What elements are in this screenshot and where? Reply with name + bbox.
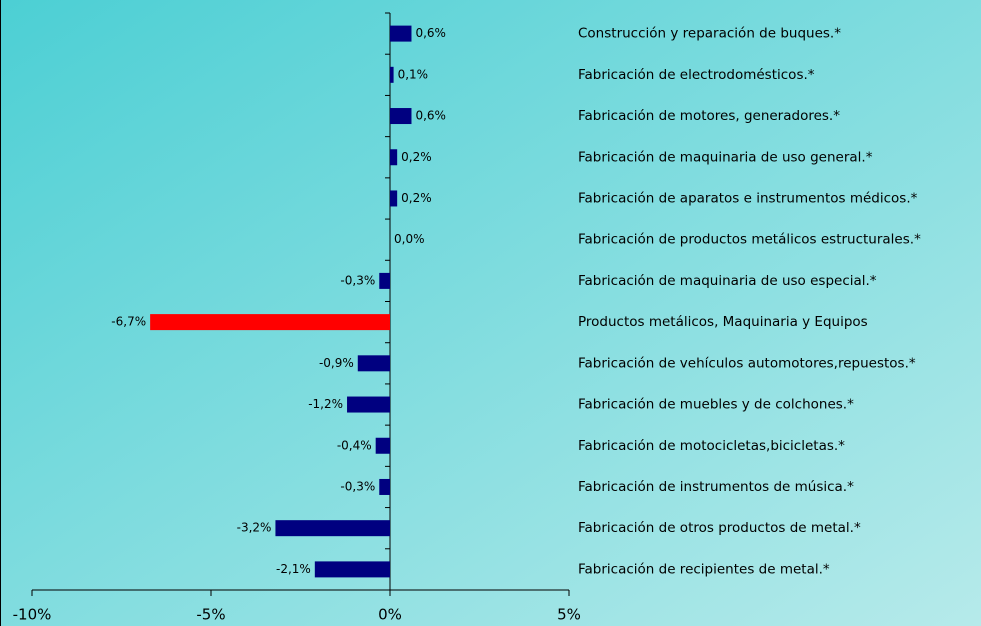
bar xyxy=(150,314,390,331)
category-label: Fabricación de otros productos de metal.… xyxy=(578,520,861,536)
data-label: -1,2% xyxy=(308,397,343,411)
data-label: -0,4% xyxy=(337,438,372,452)
bar xyxy=(390,25,412,42)
category-label: Fabricación de motores, generadores.* xyxy=(578,108,840,124)
data-label: 0,6% xyxy=(415,109,446,123)
data-label: -6,7% xyxy=(111,315,146,329)
category-label: Fabricación de vehículos automotores,rep… xyxy=(578,355,916,371)
bar xyxy=(375,437,390,454)
data-label: -0,9% xyxy=(319,356,354,370)
x-tick-label: 5% xyxy=(557,606,581,624)
data-label: 0,6% xyxy=(415,26,446,40)
x-tick-label: -10% xyxy=(13,606,52,624)
category-label: Fabricación de muebles y de colchones.* xyxy=(578,397,854,413)
category-label: Fabricación de recipientes de metal.* xyxy=(578,561,830,577)
bar xyxy=(275,520,390,537)
bar xyxy=(379,478,390,495)
data-label: -3,2% xyxy=(237,521,272,535)
bar xyxy=(347,396,390,413)
category-label: Productos metálicos, Maquinaria y Equipo… xyxy=(578,314,868,330)
data-label: -0,3% xyxy=(340,479,375,493)
bar xyxy=(390,149,398,166)
data-label: 0,2% xyxy=(401,150,432,164)
category-label: Fabricación de motocicletas,bicicletas.* xyxy=(578,438,845,454)
bar xyxy=(390,108,412,125)
data-label: 0,0% xyxy=(394,232,425,246)
bar xyxy=(390,66,394,83)
category-label: Construcción y reparación de buques.* xyxy=(578,26,841,42)
category-label: Fabricación de maquinaria de uso especia… xyxy=(578,273,877,289)
data-label: -0,3% xyxy=(340,273,375,287)
bar xyxy=(390,190,398,207)
category-label: Fabricación de aparatos e instrumentos m… xyxy=(578,190,918,206)
data-label: -2,1% xyxy=(276,562,311,576)
category-label: Fabricación de maquinaria de uso general… xyxy=(578,149,873,165)
bar xyxy=(314,561,390,578)
data-label: 0,1% xyxy=(398,67,429,81)
bar xyxy=(357,355,390,372)
category-label: Fabricación de electrodomésticos.* xyxy=(578,67,815,83)
category-label: Fabricación de productos metálicos estru… xyxy=(578,232,921,248)
category-label: Fabricación de instrumentos de música.* xyxy=(578,479,854,495)
x-tick-label: 0% xyxy=(378,606,402,624)
bar xyxy=(379,272,390,289)
x-tick-label: -5% xyxy=(196,606,225,624)
data-label: 0,2% xyxy=(401,191,432,205)
